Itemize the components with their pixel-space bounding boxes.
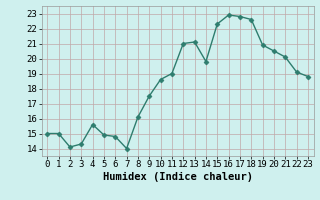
X-axis label: Humidex (Indice chaleur): Humidex (Indice chaleur) xyxy=(103,172,252,182)
